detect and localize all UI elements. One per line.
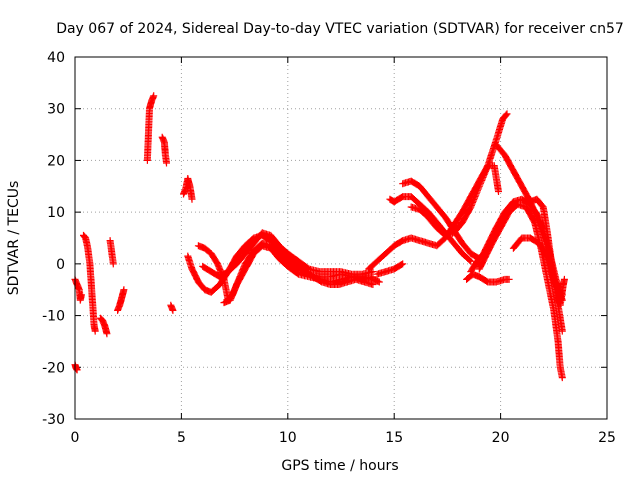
y-tick-label: 30 — [47, 102, 65, 118]
series-marks — [220, 242, 383, 307]
x-tick-label: 15 — [385, 430, 403, 446]
series-marks — [526, 195, 568, 309]
y-tick-label: -10 — [42, 309, 65, 325]
x-tick-label: 5 — [177, 430, 186, 446]
series-s20 — [463, 270, 513, 286]
series-s4 — [97, 314, 111, 338]
series-s19 — [407, 110, 511, 239]
series-s10 — [180, 175, 196, 203]
series-marks — [463, 270, 513, 286]
series-s9 — [167, 301, 177, 314]
axis-ticks: 0 5 10 15 20 25 -30 -20 -10 0 10 20 30 40 — [42, 50, 616, 446]
series-s8 — [158, 133, 170, 167]
series-marks — [373, 260, 407, 278]
x-tick-label: 10 — [279, 430, 297, 446]
series-marks — [114, 286, 128, 314]
y-tick-label: 0 — [56, 257, 65, 273]
y-tick-label: 40 — [47, 50, 65, 66]
x-tick-label: 25 — [598, 430, 616, 446]
series-marks — [106, 237, 117, 268]
series-marks — [97, 314, 111, 338]
series-s16 — [373, 260, 407, 278]
series-marks — [158, 133, 170, 167]
plot-frame — [74, 56, 608, 420]
chart-title: Day 067 of 2024, Sidereal Day-to-day VTE… — [56, 21, 624, 37]
series-marks — [407, 110, 511, 239]
y-tick-label: 10 — [47, 205, 65, 221]
x-tick-label: 20 — [492, 430, 510, 446]
data-marks — [71, 92, 568, 382]
series-marks — [475, 200, 566, 382]
x-axis-label: GPS time / hours — [281, 458, 398, 474]
y-tick-label: 20 — [47, 153, 65, 169]
series-marks — [180, 175, 196, 203]
series-marks — [143, 92, 158, 164]
series-s22 — [475, 200, 566, 382]
series-s25 — [526, 195, 568, 309]
y-tick-label: -20 — [42, 360, 65, 376]
grid — [75, 57, 607, 419]
series-s7 — [143, 92, 158, 164]
y-axis-label: SDTVAR / TECUs — [6, 181, 22, 296]
series-s6 — [114, 286, 128, 314]
y-tick-label: -30 — [42, 412, 65, 428]
series-s14 — [220, 242, 383, 307]
x-tick-label: 0 — [71, 430, 80, 446]
series-s5 — [106, 237, 117, 268]
series-s3 — [80, 231, 99, 335]
series-marks — [80, 231, 99, 335]
series-marks — [167, 301, 177, 314]
